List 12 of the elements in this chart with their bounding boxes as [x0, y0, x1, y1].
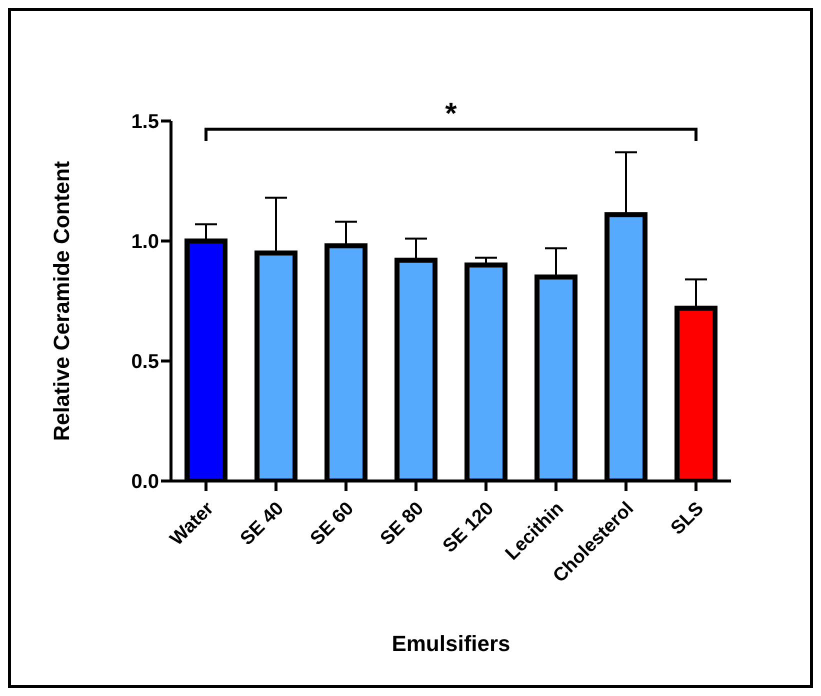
y-axis-title: Relative Ceramide Content: [48, 160, 74, 441]
x-tick-label: SE 120: [439, 498, 498, 558]
y-tick-label: 0.0: [131, 471, 159, 494]
x-tick-label: SE 60: [306, 498, 358, 550]
annotation: *: [445, 97, 458, 130]
x-tick-label: SE 80: [376, 498, 428, 550]
x-tick-label: SE 40: [236, 498, 288, 550]
y-tick-label: 1.5: [131, 111, 159, 134]
x-tick-label: SLS: [667, 498, 708, 540]
y-tick-label: 0.5: [131, 351, 159, 374]
y-tick-label: 1.0: [131, 231, 159, 254]
x-axis-title: Emulsifiers: [392, 631, 510, 656]
